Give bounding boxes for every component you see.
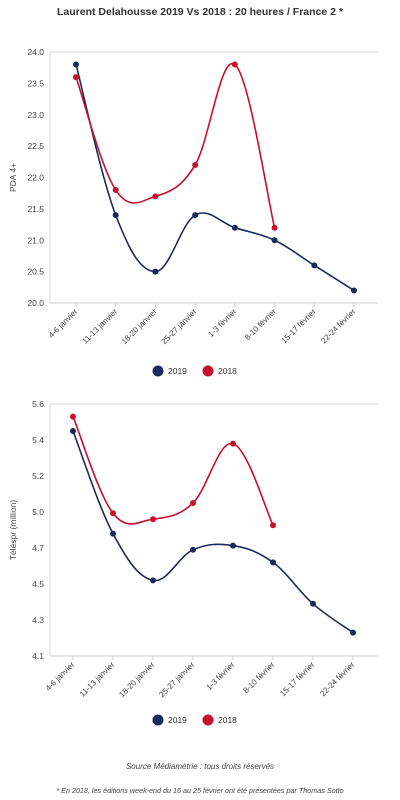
data-point-2019: [110, 530, 116, 537]
x-tick-label: 15-17 février: [280, 307, 318, 345]
data-point-2018: [152, 193, 159, 200]
data-point-2018: [112, 187, 119, 194]
data-point-2018: [73, 74, 79, 81]
y-axis-label: PDA 4+: [8, 163, 18, 192]
data-point-2019: [112, 212, 119, 219]
series-line-2019: [75, 64, 355, 292]
y-tick-label: 22.5: [27, 141, 44, 151]
y-tick-label: 21.5: [27, 204, 44, 214]
legend-marker-2018: [202, 714, 214, 726]
footnote: * En 2018, les éditions week-end du 16 a…: [56, 786, 344, 795]
x-tick-label: 18-20 janvier: [120, 307, 159, 346]
legend-label: 2019: [168, 366, 187, 376]
x-tick-label: 8-10 février: [241, 660, 276, 695]
data-point-2019: [70, 428, 76, 434]
y-tick-label: 5.2: [32, 471, 44, 481]
y-tick-label: 4.7: [32, 543, 44, 553]
y-tick-label: 20.0: [27, 298, 44, 308]
data-point-2019: [350, 629, 356, 636]
series-line-2018: [75, 62, 276, 228]
legend-label: 2018: [218, 366, 237, 376]
data-point-2018: [231, 61, 238, 68]
data-point-2018: [110, 510, 116, 517]
data-point-2019: [192, 212, 199, 219]
x-tick-label: 25-27 janvier: [157, 660, 196, 699]
legend-marker-2018: [202, 365, 214, 377]
x-tick-label: 8-10 février: [243, 307, 278, 342]
y-axis-label: Téléspr (million): [8, 500, 18, 561]
data-point-2018: [271, 224, 278, 231]
x-tick-label: 18-20 janvier: [117, 660, 156, 699]
data-point-2018: [230, 440, 236, 447]
legend-marker-2019: [152, 714, 164, 726]
y-tick-label: 20.5: [27, 267, 44, 277]
source-note: Source Médiamétrie : tous droits réservé…: [125, 762, 275, 771]
y-tick-label: 5.0: [32, 507, 44, 517]
x-tick-label: 1-3 février: [206, 307, 238, 339]
audience-line-chart: 4.1 4.3 4.5 4.7 5.0 5.2 5.4 5.6 Téléspr (million…: [8, 399, 378, 726]
chart-title: Laurent Delahousse 2019 Vs 2018 : 20 heu…: [57, 6, 343, 18]
legend-label: 2018: [218, 715, 237, 725]
data-point-2019: [231, 224, 238, 231]
x-tick-label: 4-6 janvier: [44, 660, 77, 693]
y-tick-label: 23.0: [27, 110, 44, 120]
x-tick-label: 11-13 janvier: [78, 660, 117, 699]
data-point-2019: [270, 559, 276, 566]
data-point-2019: [271, 237, 278, 244]
x-tick-label: 22-24 février: [319, 307, 357, 345]
legend-marker-2019: [152, 365, 164, 377]
data-point-2019: [351, 287, 357, 294]
data-point-2019: [190, 546, 196, 553]
x-tick-label: 22-24 février: [318, 660, 356, 698]
y-tick-label: 24.0: [27, 47, 44, 57]
y-tick-label: 21.0: [27, 235, 44, 245]
x-tick-label: 25-27 janvier: [159, 307, 198, 346]
data-point-2019: [311, 262, 318, 269]
y-tick-label: 5.6: [32, 399, 44, 409]
y-tick-label: 4.1: [32, 651, 44, 661]
data-point-2019: [152, 268, 159, 275]
x-tick-label: 4-6 janvier: [47, 307, 80, 340]
x-tick-label: 11-13 janvier: [80, 307, 119, 346]
y-tick-label: 5.4: [32, 435, 44, 445]
x-tick-label: 1-3 février: [205, 660, 237, 692]
data-point-2019: [230, 542, 236, 549]
data-point-2018: [70, 413, 76, 420]
data-point-2018: [150, 516, 156, 523]
y-tick-label: 22.0: [27, 173, 44, 183]
data-point-2019: [310, 600, 316, 607]
y-tick-label: 4.5: [32, 579, 44, 589]
data-point-2018: [190, 500, 196, 506]
legend-label: 2019: [168, 715, 187, 725]
y-tick-label: 4.3: [32, 615, 44, 625]
data-point-2019: [73, 61, 79, 68]
y-tick-label: 23.5: [27, 78, 44, 88]
data-point-2018: [270, 522, 276, 529]
data-point-2018: [192, 161, 199, 168]
data-point-2019: [150, 577, 156, 584]
x-tick-label: 15-17 février: [278, 660, 316, 698]
pda-line-chart: 20.0 20.5 21.0 21.5 22.0 22.5 23.0 23.5 24.0 PDA …: [8, 47, 378, 377]
series-line-2018: [72, 416, 274, 526]
